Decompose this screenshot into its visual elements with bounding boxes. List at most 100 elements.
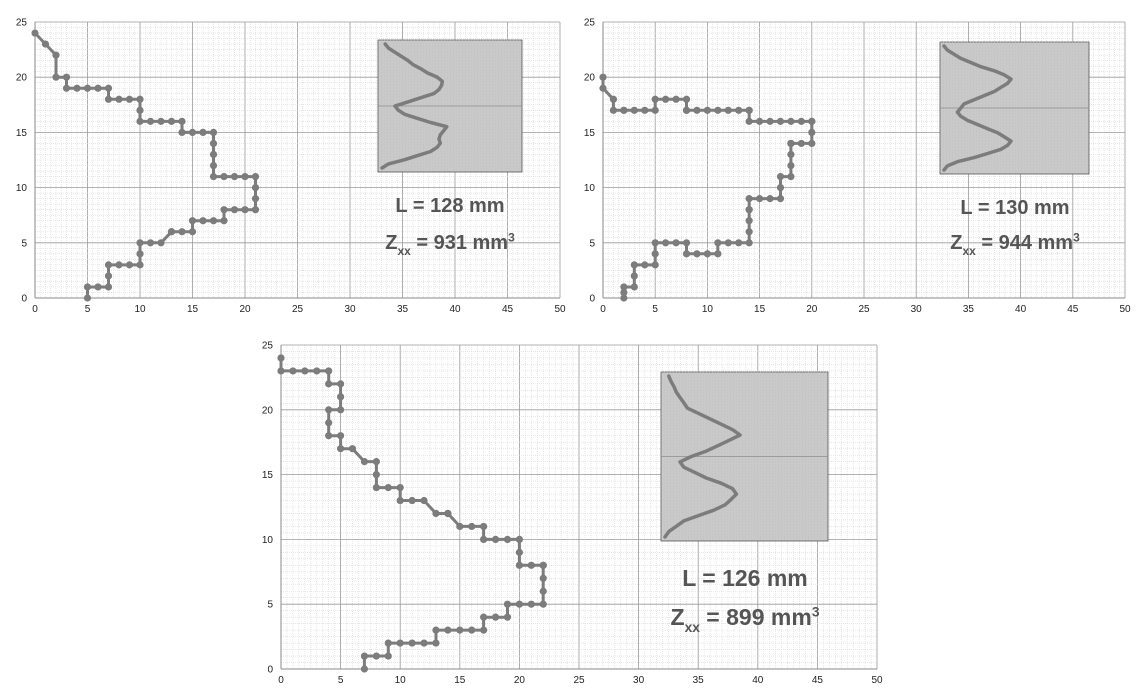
data-point xyxy=(408,639,416,647)
z-subscript: xx xyxy=(685,620,701,635)
data-point xyxy=(125,261,134,269)
data-point xyxy=(251,195,260,203)
data-point xyxy=(539,600,547,608)
x-tick-label: 50 xyxy=(871,675,883,686)
z-unit-power: 3 xyxy=(812,604,820,619)
x-tick-label: 30 xyxy=(344,304,356,315)
data-point xyxy=(230,172,239,181)
data-point xyxy=(94,283,102,291)
data-point xyxy=(503,600,512,608)
inset-outline xyxy=(380,42,449,170)
y-tick-label: 25 xyxy=(262,341,274,352)
data-point xyxy=(136,250,144,258)
data-point xyxy=(136,106,144,114)
data-point xyxy=(372,483,380,492)
y-tick-label: 25 xyxy=(16,18,28,29)
data-point xyxy=(787,161,795,170)
y-tick-label: 0 xyxy=(267,665,273,676)
data-point xyxy=(251,184,260,192)
data-point xyxy=(115,95,123,103)
x-tick-label: 50 xyxy=(1119,304,1131,315)
data-point xyxy=(277,367,285,375)
data-point xyxy=(776,184,785,192)
data-point xyxy=(808,128,816,136)
data-point xyxy=(62,84,71,92)
data-point xyxy=(384,639,392,647)
inset-shape xyxy=(660,371,829,542)
data-point xyxy=(251,206,260,214)
x-tick-label: 25 xyxy=(573,675,585,686)
data-point xyxy=(527,600,535,608)
data-point xyxy=(609,95,618,103)
data-point xyxy=(714,239,722,247)
inset-outline xyxy=(942,44,1013,172)
x-tick-label: 10 xyxy=(395,675,407,686)
data-point xyxy=(444,626,452,634)
data-point xyxy=(745,195,753,203)
data-point xyxy=(599,73,607,81)
data-point xyxy=(104,283,113,291)
data-point xyxy=(682,239,691,247)
data-point xyxy=(468,522,476,531)
data-point xyxy=(630,272,638,280)
data-point xyxy=(745,228,753,236)
data-point xyxy=(432,509,440,518)
data-point xyxy=(515,535,524,544)
data-point xyxy=(491,535,500,544)
data-point xyxy=(251,172,260,181)
data-point xyxy=(146,117,155,125)
y-tick-label: 0 xyxy=(21,294,27,305)
data-point xyxy=(220,217,228,225)
data-point xyxy=(136,117,144,125)
data-point xyxy=(468,626,476,634)
data-point xyxy=(651,261,659,269)
data-point xyxy=(480,535,488,544)
z-subscript: xx xyxy=(962,244,976,258)
data-point xyxy=(480,626,488,634)
z-symbol: Z xyxy=(950,232,962,254)
data-point xyxy=(662,239,670,247)
x-tick-label: 0 xyxy=(32,304,38,315)
data-point xyxy=(360,458,369,466)
data-point xyxy=(301,367,309,375)
y-tick-label: 15 xyxy=(262,470,274,481)
y-tick-label: 10 xyxy=(16,183,28,194)
data-point xyxy=(136,239,144,247)
data-point xyxy=(724,239,732,247)
section-modulus-label: Zxx = 944 mm3 xyxy=(950,230,1080,258)
data-point xyxy=(83,283,92,291)
x-tick-label: 30 xyxy=(633,675,645,686)
data-point xyxy=(420,639,428,647)
x-tick-label: 35 xyxy=(963,304,975,315)
data-point xyxy=(360,665,369,673)
data-point xyxy=(104,95,113,103)
data-point xyxy=(396,639,404,647)
data-point xyxy=(527,561,535,569)
data-point xyxy=(491,613,500,621)
data-point xyxy=(672,239,680,247)
data-point xyxy=(682,95,691,103)
data-point xyxy=(337,380,345,388)
data-point xyxy=(693,106,701,114)
data-point xyxy=(620,294,628,302)
y-tick-label: 10 xyxy=(262,535,274,546)
data-point xyxy=(703,106,712,114)
data-point xyxy=(480,522,488,531)
z-symbol: Z xyxy=(671,604,685,630)
inset-shape xyxy=(939,41,1090,175)
data-point xyxy=(325,380,333,388)
data-point xyxy=(745,206,753,214)
data-point xyxy=(337,432,345,440)
x-tick-label: 15 xyxy=(754,304,766,315)
data-point xyxy=(372,471,380,479)
data-point xyxy=(641,261,649,269)
data-point xyxy=(630,106,638,114)
y-tick-label: 5 xyxy=(21,238,27,249)
data-point xyxy=(735,106,743,114)
data-point xyxy=(104,272,113,280)
data-point xyxy=(325,406,333,414)
data-point xyxy=(209,161,218,170)
data-point xyxy=(756,195,764,203)
x-tick-label: 10 xyxy=(702,304,714,315)
